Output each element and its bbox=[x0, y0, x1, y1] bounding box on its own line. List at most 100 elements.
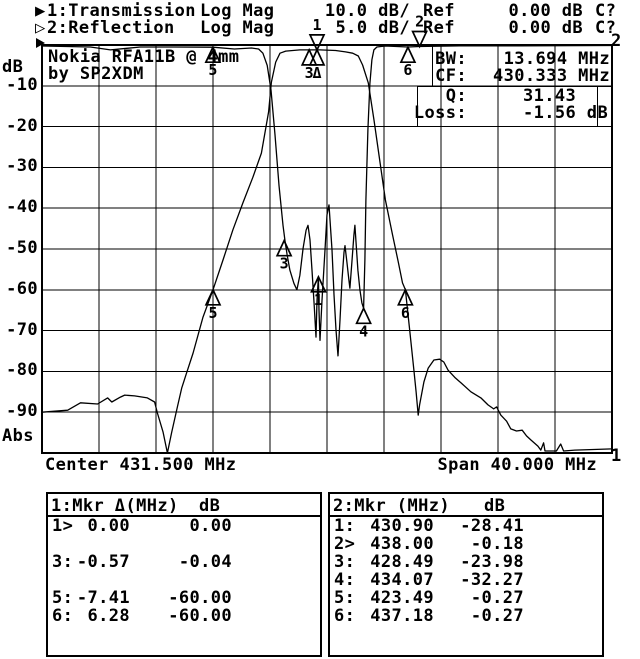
cf-value: 430.333 MHz bbox=[493, 66, 610, 86]
marker-5-label: 5 bbox=[208, 304, 217, 322]
channel-2-ref-label: Ref bbox=[423, 18, 455, 38]
y-tick-label: -40 bbox=[6, 197, 38, 217]
x-axis-center-label: Center 431.500 MHz bbox=[45, 455, 237, 475]
table-row bbox=[48, 571, 320, 589]
table-header-separator bbox=[330, 515, 602, 517]
marker-1-triangle-icon bbox=[308, 34, 326, 52]
table-row: 5: -7.41 -60.00 bbox=[48, 589, 320, 607]
marker-db-cell: -0.27 bbox=[470, 606, 524, 626]
marker-db-cell: -23.98 bbox=[460, 552, 524, 572]
marker-db-cell: -28.41 bbox=[460, 516, 524, 536]
marker-db-cell: -0.04 bbox=[178, 552, 232, 572]
table-row: 6: 437.18 -0.27 bbox=[330, 607, 602, 625]
cf-label: CF: bbox=[435, 66, 467, 86]
y-tick-label: -50 bbox=[6, 238, 38, 258]
marker-id-cell: 2> bbox=[334, 534, 356, 554]
y-tick-label: -90 bbox=[6, 401, 38, 421]
marker-freq-cell: 437.18 bbox=[370, 606, 434, 626]
marker-db-cell: -60.00 bbox=[168, 606, 232, 626]
marker-6-triangle-icon bbox=[399, 45, 417, 64]
x-axis-span-label: Span 40.000 MHz bbox=[437, 455, 597, 475]
marker-db-cell: -60.00 bbox=[168, 588, 232, 608]
channel-1-trace-end-label: 1 bbox=[611, 446, 622, 466]
channel-1-settings: ▶ 1:Transmission Log Mag 10.0 dB/ Ref 0.… bbox=[0, 3, 640, 21]
marker-id-cell: 5: bbox=[334, 588, 356, 608]
y-axis-unit-label: dB bbox=[2, 57, 24, 77]
y-tick-label: -30 bbox=[6, 156, 38, 176]
channel-2-label: 2:Reflection bbox=[47, 18, 175, 38]
channel-2-format: Log Mag bbox=[200, 18, 275, 38]
marker-5-label: 5 bbox=[208, 61, 217, 79]
table-row: 1> 0.00 0.00 bbox=[48, 517, 320, 535]
table-row: 3: -0.57 -0.04 bbox=[48, 553, 320, 571]
marker-id-cell: 6: bbox=[52, 606, 74, 626]
channel-2-inactive-icon: ▷ bbox=[35, 18, 46, 38]
marker-id-cell: 4: bbox=[334, 570, 356, 590]
table-row: 6: 6.28 -60.00 bbox=[48, 607, 320, 625]
marker-db-cell: -0.18 bbox=[470, 534, 524, 554]
loss-label: Loss: bbox=[413, 103, 467, 123]
loss-value: -1.56 dB bbox=[523, 103, 609, 123]
channel-2-ref-value: 0.00 dB bbox=[508, 18, 583, 38]
marker-db-cell: -32.27 bbox=[460, 570, 524, 590]
marker-table-1-header: 1:Mkr Δ(MHz) bbox=[51, 496, 179, 516]
marker-2-label: 2 bbox=[415, 12, 424, 30]
channel-1-active-icon: ▶ bbox=[35, 1, 46, 21]
marker-1-label: 1 bbox=[313, 16, 322, 34]
marker-freq-cell: 430.90 bbox=[370, 516, 434, 536]
marker-3-label: 3 bbox=[305, 64, 314, 82]
marker-freq-cell: -7.41 bbox=[76, 588, 130, 608]
q-loss-readout-box bbox=[417, 86, 598, 127]
table-row: 4: 434.07 -32.27 bbox=[330, 571, 602, 589]
y-axis-bottom-label: Abs bbox=[2, 426, 34, 446]
marker-freq-cell: 0.00 bbox=[87, 516, 130, 536]
marker-freq-cell: 6.28 bbox=[87, 606, 130, 626]
channel-1-format: Log Mag bbox=[200, 1, 275, 21]
marker-freq-cell: 434.07 bbox=[370, 570, 434, 590]
y-tick-label: -20 bbox=[6, 116, 38, 136]
marker-id-cell: 1> bbox=[52, 516, 74, 536]
marker-1-label: 1 bbox=[314, 291, 323, 309]
bw-value: 13.694 MHz bbox=[503, 49, 610, 69]
trace-transmission bbox=[41, 49, 613, 454]
marker-6-label: 6 bbox=[403, 61, 412, 79]
channel-1-cal-status: C? bbox=[595, 1, 617, 21]
table-row bbox=[48, 535, 320, 553]
marker-id-cell: 5: bbox=[52, 588, 74, 608]
marker-2-triangle-icon bbox=[411, 30, 428, 49]
trace-reflection bbox=[41, 44, 613, 357]
channel-1-ref-label: Ref bbox=[423, 1, 455, 21]
table-row: 2> 438.00 -0.18 bbox=[330, 535, 602, 553]
marker-table-channel-2: 2:Mkr (MHz) dB 1: 430.90 -28.41 2> 438.00 -0.… bbox=[328, 492, 604, 657]
marker-freq-cell: 438.00 bbox=[370, 534, 434, 554]
marker-4-label: 4 bbox=[359, 322, 368, 340]
marker-id-cell: 3: bbox=[334, 552, 356, 572]
sweep-position-icon bbox=[36, 38, 45, 48]
marker-freq-cell: 428.49 bbox=[370, 552, 434, 572]
channel-2-scale: 5.0 dB/ bbox=[335, 18, 410, 38]
marker-freq-cell: 423.49 bbox=[370, 588, 434, 608]
q-label: Q: bbox=[445, 86, 467, 106]
channel-1-label: 1:Transmission bbox=[47, 1, 196, 21]
marker-table-channel-1: 1:Mkr Δ(MHz) dB 1> 0.00 0.00 3: -0.57 -0.04 5:… bbox=[46, 492, 322, 657]
channel-2-settings: ▷ 2:Reflection Log Mag 5.0 dB/ Ref 0.00 … bbox=[0, 20, 640, 38]
table-row: 3: 428.49 -23.98 bbox=[330, 553, 602, 571]
channel-1-scale: 10.0 dB/ bbox=[324, 1, 410, 21]
grid-border bbox=[41, 44, 613, 454]
y-tick-label: -60 bbox=[6, 279, 38, 299]
marker-id-cell: 6: bbox=[334, 606, 356, 626]
marker-3-label: 3 bbox=[280, 255, 289, 273]
marker-4-triangle-icon bbox=[355, 306, 372, 325]
trace-title-line2: by SP2XDM bbox=[48, 64, 144, 84]
marker-id-cell: 3: bbox=[52, 552, 74, 572]
table-row: 5: 423.49 -0.27 bbox=[330, 589, 602, 607]
marker-db-cell: -0.27 bbox=[470, 588, 524, 608]
marker-db-cell: 0.00 bbox=[189, 516, 232, 536]
marker-freq-cell: -0.57 bbox=[76, 552, 130, 572]
marker-6-triangle-icon bbox=[397, 287, 414, 306]
marker-id-cell: 1: bbox=[334, 516, 356, 536]
channel-1-ref-value: 0.00 dB bbox=[508, 1, 583, 21]
marker-3-triangle-icon bbox=[275, 238, 293, 257]
